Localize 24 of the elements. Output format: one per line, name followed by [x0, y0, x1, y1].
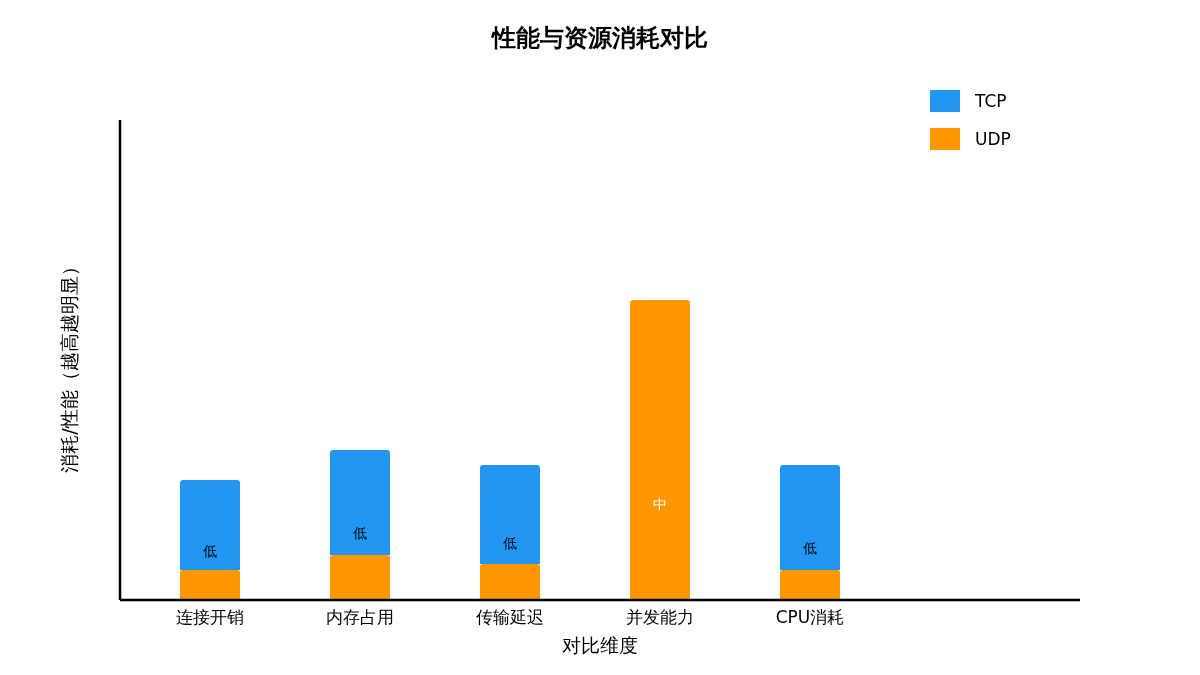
x-tick-label: 并发能力	[626, 607, 694, 627]
bar	[480, 465, 540, 564]
legend-label: TCP	[974, 91, 1007, 111]
annotation: 低	[203, 543, 217, 560]
x-tick-label: 连接开销	[176, 607, 244, 627]
bar	[630, 300, 690, 600]
annotation: 低	[803, 539, 817, 556]
annotation: 低	[353, 524, 367, 541]
legend-label: UDP	[975, 129, 1011, 149]
chart-title: 性能与资源消耗对比	[490, 24, 708, 52]
bar	[480, 564, 540, 600]
annotation: 中	[653, 496, 667, 512]
bar	[330, 555, 390, 600]
bar	[330, 450, 390, 555]
y-axis-title: 消耗/性能（越高越明显）	[58, 257, 80, 473]
x-tick-label: 传输延迟	[476, 607, 544, 627]
x-tick-label: CPU消耗	[775, 607, 845, 627]
annotation: 低	[503, 535, 517, 552]
bar	[180, 570, 240, 600]
bar	[180, 480, 240, 570]
x-tick-label: 内存占用	[326, 607, 394, 627]
x-axis-title: 对比维度	[562, 634, 638, 656]
bar	[780, 570, 840, 600]
bar	[780, 465, 840, 570]
